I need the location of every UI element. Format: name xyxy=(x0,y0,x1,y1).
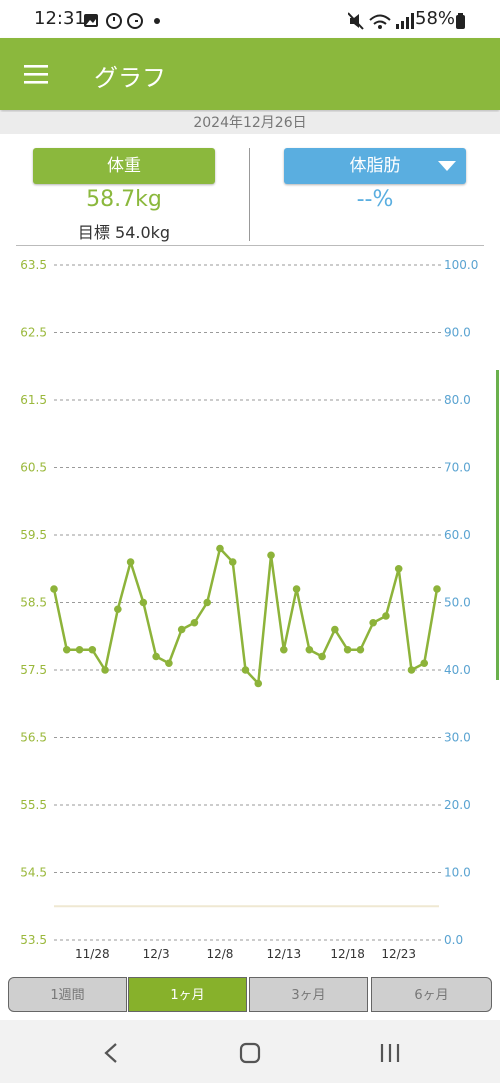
navigation-bar xyxy=(0,1020,500,1083)
weight-point xyxy=(177,625,186,634)
y2-tick-label: 0.0 xyxy=(444,933,463,947)
tab-1-month[interactable]: 1ヶ月 xyxy=(128,977,247,1012)
x-tick-label: 12/8 xyxy=(206,947,233,961)
weight-point xyxy=(292,585,301,593)
clock: 12:31 xyxy=(34,8,86,29)
y-tick-label: 56.5 xyxy=(20,731,47,745)
home-button[interactable] xyxy=(239,1042,261,1064)
dropdown-arrow xyxy=(438,161,456,171)
y2-tick-label: 10.0 xyxy=(444,866,471,880)
weight-point xyxy=(241,666,250,674)
weight-point xyxy=(165,659,173,668)
weight-point xyxy=(267,551,275,560)
x-tick-label: 11/28 xyxy=(75,947,110,961)
weight-point xyxy=(318,652,326,661)
weight-point xyxy=(407,666,416,674)
weight-point xyxy=(280,645,288,654)
weight-point xyxy=(356,645,365,654)
weight-point xyxy=(88,645,97,654)
y2-tick-label: 40.0 xyxy=(444,663,471,677)
y-tick-label: 54.5 xyxy=(20,866,47,880)
weight-goal: 目標 54.0kg xyxy=(77,223,171,242)
y-tick-label: 55.5 xyxy=(20,798,47,812)
y2-tick-label: 60.0 xyxy=(444,528,471,542)
body-fat-value: --% xyxy=(356,187,394,212)
y-tick-label: 53.5 xyxy=(20,933,47,947)
x-tick-label: 12/3 xyxy=(143,947,170,961)
weight-button[interactable]: 体重 xyxy=(33,148,215,184)
weight-point xyxy=(305,645,314,654)
battery-percent: 58% xyxy=(415,8,456,29)
tab-1-week[interactable]: 1週間 xyxy=(8,977,127,1012)
weight-point xyxy=(331,625,339,634)
weight-point xyxy=(152,652,160,661)
panel-bottom-rule xyxy=(16,245,484,246)
x-tick-label: 12/23 xyxy=(381,947,416,961)
nav-buttons xyxy=(104,1042,400,1064)
weight-point xyxy=(216,544,224,553)
y2-tick-label: 30.0 xyxy=(444,731,471,745)
weight-point xyxy=(228,558,237,566)
y2-tick-label: 70.0 xyxy=(444,461,471,475)
app-bar: グラフ xyxy=(0,38,500,110)
y2-tick-label: 50.0 xyxy=(444,596,471,610)
weight-point xyxy=(420,659,429,668)
y2-tick-label: 100.0 xyxy=(444,258,478,272)
weight-point xyxy=(62,645,71,654)
date-bar: 2024年12月26日 xyxy=(0,112,500,134)
y-tick-label: 59.5 xyxy=(20,528,47,542)
weight-point xyxy=(254,679,263,688)
recents-button[interactable] xyxy=(380,1044,400,1062)
status-bar: 12:31 58% xyxy=(0,0,500,38)
weight-line xyxy=(52,547,439,685)
weight-point xyxy=(126,558,135,566)
weight-point xyxy=(433,585,441,593)
weight-value: 58.7kg xyxy=(86,187,162,212)
y-tick-label: 58.5 xyxy=(20,596,47,610)
weight-point xyxy=(114,605,122,614)
weight-point xyxy=(50,585,58,593)
y2-tick-label: 90.0 xyxy=(444,326,471,340)
status-icons-left xyxy=(84,13,160,29)
weight-point xyxy=(139,598,148,607)
weight-point xyxy=(101,666,109,674)
y2-tick-label: 20.0 xyxy=(444,798,471,812)
scroll-indicator xyxy=(496,370,499,680)
weight-point xyxy=(343,645,352,654)
weight-point xyxy=(190,618,199,627)
x-tick-label: 12/18 xyxy=(330,947,365,961)
app-bar-title: グラフ xyxy=(94,64,166,92)
weight-point xyxy=(203,598,211,607)
y2-tick-label: 80.0 xyxy=(444,393,471,407)
weight-point xyxy=(369,618,377,627)
back-button[interactable] xyxy=(104,1043,117,1063)
body-fat-button-label: 体脂肪 xyxy=(349,156,401,176)
status-icons-right xyxy=(348,12,414,30)
tab-3-months[interactable]: 3ヶ月 xyxy=(249,977,368,1012)
menu-button[interactable] xyxy=(24,65,50,85)
panel-divider xyxy=(249,148,250,241)
y-tick-label: 62.5 xyxy=(20,326,47,340)
battery-icon xyxy=(456,13,465,29)
chart: 53.5 54.5 55.5 56.5 57.5 58.5 59.5 60.5 61.5 62.5… xyxy=(20,258,478,961)
x-tick-label: 12/13 xyxy=(267,947,302,961)
y-tick-label: 61.5 xyxy=(20,393,47,407)
tab-6-months[interactable]: 6ヶ月 xyxy=(371,977,492,1012)
weight-point xyxy=(382,612,390,620)
y-tick-label: 60.5 xyxy=(20,461,47,475)
body-fat-button[interactable]: 体脂肪 xyxy=(284,148,466,184)
y-tick-label: 63.5 xyxy=(20,258,47,272)
y-tick-label: 57.5 xyxy=(20,663,47,677)
weight-point xyxy=(75,645,84,654)
weight-point xyxy=(394,564,403,573)
